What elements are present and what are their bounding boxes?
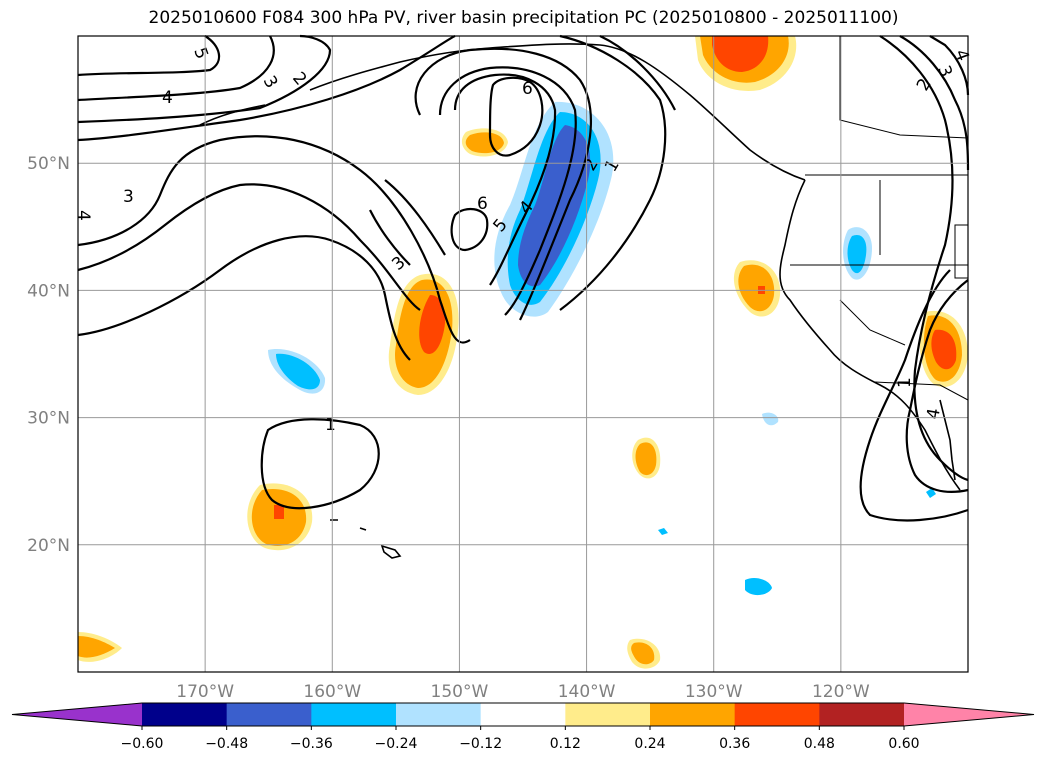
colorbar-label: 0.12 — [550, 736, 581, 752]
contour-label: 2 — [288, 68, 310, 89]
colorbar-segment — [226, 703, 312, 726]
contour-label: 4 — [73, 210, 93, 221]
map-frame — [77, 35, 969, 673]
gridlines — [78, 36, 968, 672]
contour-label: 1 — [895, 377, 915, 388]
colorbar-label: 0.24 — [634, 736, 665, 752]
colorbar-label: 0.60 — [888, 736, 919, 752]
colorbar-segment — [480, 703, 566, 726]
map-title: 2025010600 F084 300 hPa PV, river basin … — [148, 8, 899, 28]
contour-label: 5 — [189, 45, 211, 62]
contour-label: 4 — [162, 88, 173, 108]
precip-shading — [78, 36, 968, 669]
contour-label: 3 — [933, 63, 955, 80]
lat-tick-label: 30°N — [27, 409, 70, 429]
colorbar-segment — [142, 703, 228, 726]
colorbar-label: −0.36 — [290, 736, 333, 752]
colorbar-label: −0.24 — [375, 736, 418, 752]
lon-tick-label: 140°W — [558, 682, 616, 702]
colorbar-label: −0.12 — [459, 736, 502, 752]
borders — [790, 36, 969, 401]
longitude-labels: 170°W 160°W 150°W 140°W 130°W 120°W — [176, 682, 870, 702]
colorbar-extend-low — [12, 703, 142, 726]
contour-label: 1 — [325, 415, 336, 435]
colorbar-segment — [734, 703, 820, 726]
contour-label: 3 — [123, 187, 134, 207]
lon-tick-label: 130°W — [685, 682, 743, 702]
colorbar-extend-high — [904, 703, 1034, 726]
lat-tick-label: 40°N — [27, 281, 70, 301]
lon-tick-label: 170°W — [176, 682, 234, 702]
colorbar-segment — [311, 703, 397, 726]
colorbar-segment — [396, 703, 482, 726]
colorbar: −0.60 −0.48 −0.36 −0.24 −0.12 0.12 0.24 0.36 0.4… — [11, 702, 1035, 752]
contour-label: 6 — [477, 194, 488, 214]
latitude-labels: 50°N 40°N 30°N 20°N — [27, 154, 70, 556]
colorbar-segment — [650, 703, 736, 726]
colorbar-label: 0.48 — [804, 736, 835, 752]
lon-tick-label: 160°W — [303, 682, 361, 702]
colorbar-label: −0.48 — [205, 736, 248, 752]
contour-label: 3 — [388, 253, 409, 275]
lon-tick-label: 120°W — [812, 682, 870, 702]
colorbar-segment — [565, 703, 651, 726]
lat-tick-label: 20°N — [27, 536, 70, 556]
lon-tick-label: 150°W — [431, 682, 489, 702]
lat-tick-label: 50°N — [27, 154, 70, 174]
colorbar-segment — [819, 703, 905, 726]
contour-label: 6 — [522, 79, 533, 99]
contour-label: 4 — [950, 47, 972, 64]
colorbar-label: −0.60 — [121, 736, 164, 752]
colorbar-label: 0.36 — [719, 736, 750, 752]
